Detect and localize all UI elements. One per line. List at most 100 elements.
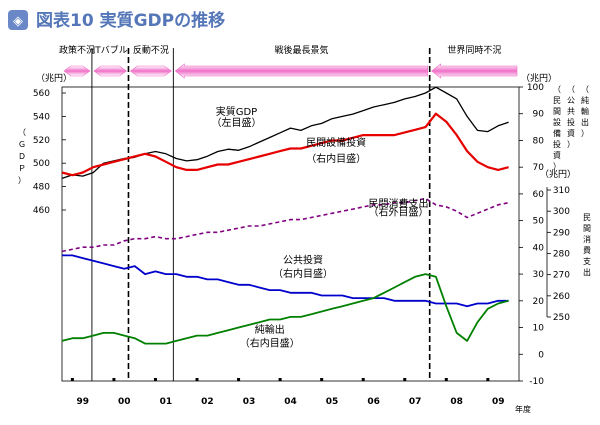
series-label-0: 実質GDP [216,105,257,118]
inner-axis-title-1-0: （ [567,85,575,94]
right-outer-axis-unit: （兆円） [540,169,576,180]
series-line-3 [62,254,509,308]
series-label-2: 民間消費支出 [369,197,429,210]
inner-tick-label-6: 50 [533,217,545,227]
phase-label-1: ITバブル [93,44,128,56]
left-tick-label-1: 480 [33,183,50,193]
phase-arrow-2 [129,65,172,77]
x-year-marker-2003 [237,378,241,381]
inner-axis-title-1-4: 資 [567,128,575,138]
left-tick-label-2: 500 [33,159,50,169]
inner-axis-title-2-3: 出 [581,117,589,127]
phase-label-0: 政策不況 [59,44,95,56]
inner-tick-label-4: 30 [533,270,545,280]
inner-tick-label-0: -10 [529,377,544,387]
series-sublabel-3: （右内目盛） [273,267,333,280]
x-tick-label-9: 08 [450,397,463,407]
inner-axis-title-0-1: 民 [553,96,561,105]
left-axis-label-char-0: （ [18,128,26,137]
outer-tick-label-2: 270 [553,271,570,281]
inner-axis-title-1-2: 共 [567,107,575,116]
inner-tick-label-2: 10 [533,324,545,334]
outer-axis-title-char-4: 支 [583,256,591,266]
x-tick-label-10: 09 [492,397,505,407]
inner-axis-title-2-0: （ [581,85,589,94]
outer-axis-title-char-0: 民 [583,213,591,222]
phase-arrow-0 [63,65,91,77]
x-tick-label-4: 03 [243,397,256,407]
series-sublabel-2: （右外目盛） [369,205,429,218]
x-year-marker-2006 [361,378,365,381]
x-year-marker-2000 [112,378,116,381]
outer-tick-label-3: 280 [553,250,570,260]
inner-axis-title-2-2: 輸 [581,106,589,116]
phase-arrow-1 [93,65,127,77]
x-tick-label-3: 02 [201,397,214,407]
left-tick-label-0: 460 [33,206,50,216]
x-year-marker-2001 [153,378,157,381]
figure-title-group: ◈ 図表10 実質GDPの推移 [8,10,225,31]
x-tick-label-7: 06 [367,397,380,407]
x-year-marker-2004 [278,378,282,381]
x-tick-label-2: 01 [160,397,173,407]
left-axis-unit: （兆円） [36,73,72,84]
plot-frame [61,48,551,382]
outer-tick-label-1: 260 [553,292,570,302]
left-axis-label-char-3: Ｐ [18,164,26,173]
series-label-1: 民間設備投資 [306,136,366,149]
series-sublabel-4: （右内目盛） [240,336,300,349]
inner-axis-title-0-7: ） [553,162,561,171]
title-badge-glyph: ◈ [13,14,23,29]
inner-axis-title-0-2: 間 [553,107,561,116]
inner-axis-title-0-3: 設 [553,117,561,127]
left-tick-label-3: 520 [33,136,50,146]
series-sublabel-1: （右内目盛） [306,152,366,165]
inner-axis-title-1-5: ） [567,140,575,149]
inner-axis-title-0-5: 投 [553,139,561,149]
inner-axis-title-2-1: 純 [581,95,589,105]
x-year-marker-2005 [320,378,324,381]
x-tick-label-6: 05 [326,397,339,407]
left-axis-label-char-1: Ｇ [18,140,26,149]
outer-tick-label-4: 290 [553,228,570,238]
series-line-2 [61,197,509,253]
x-tick-label-0: 99 [77,397,90,407]
x-tick-label-8: 07 [409,397,422,407]
x-axis-suffix: 年度 [515,404,531,414]
outer-tick-label-6: 310 [553,186,570,196]
inner-axis-title-0-0: （ [553,85,561,94]
inner-tick-label-8: 70 [533,163,545,173]
x-year-marker-2002 [195,378,199,381]
inner-tick-label-11: 100 [527,83,544,93]
inner-tick-label-3: 20 [533,297,545,307]
inner-axis-title-0-4: 備 [553,128,561,138]
x-year-marker-2009 [486,378,490,381]
outer-tick-label-5: 300 [553,207,570,217]
series-label-4: 純輸出 [255,323,285,336]
left-axis-label-char-4: ） [18,176,26,185]
x-year-marker-2008 [444,378,448,381]
series-line-1 [61,112,509,177]
right-inner-axis-unit: （兆円） [521,73,557,84]
outer-axis-title-char-1: 間 [583,224,591,233]
left-tick-label-5: 560 [33,89,50,99]
title-badge-icon [8,10,28,30]
series-layer [61,86,509,345]
x-tick-label-5: 04 [284,397,297,407]
series-sublabel-0: （左目盛） [211,116,261,129]
phase-label-3: 戦後最長景気 [275,44,329,56]
left-tick-label-4: 540 [33,112,50,122]
series-line-4 [61,273,509,345]
phase-label-4: 世界同時不況 [447,44,501,56]
series-labels: 実質GDP（左目盛）民間設備投資（右内目盛）民間消費支出（右外目盛）公共投資（右… [211,105,428,349]
outer-tick-label-0: 250 [553,313,570,323]
inner-tick-label-9: 80 [533,136,545,146]
series-label-3: 公共投資 [283,253,323,266]
inner-tick-label-5: 40 [533,243,545,253]
phase-arrow-3 [174,63,428,79]
x-tick-label-1: 00 [118,397,131,407]
phase-label-2: 反動不況 [133,45,169,56]
inner-axis-title-1-1: 公 [567,96,575,105]
